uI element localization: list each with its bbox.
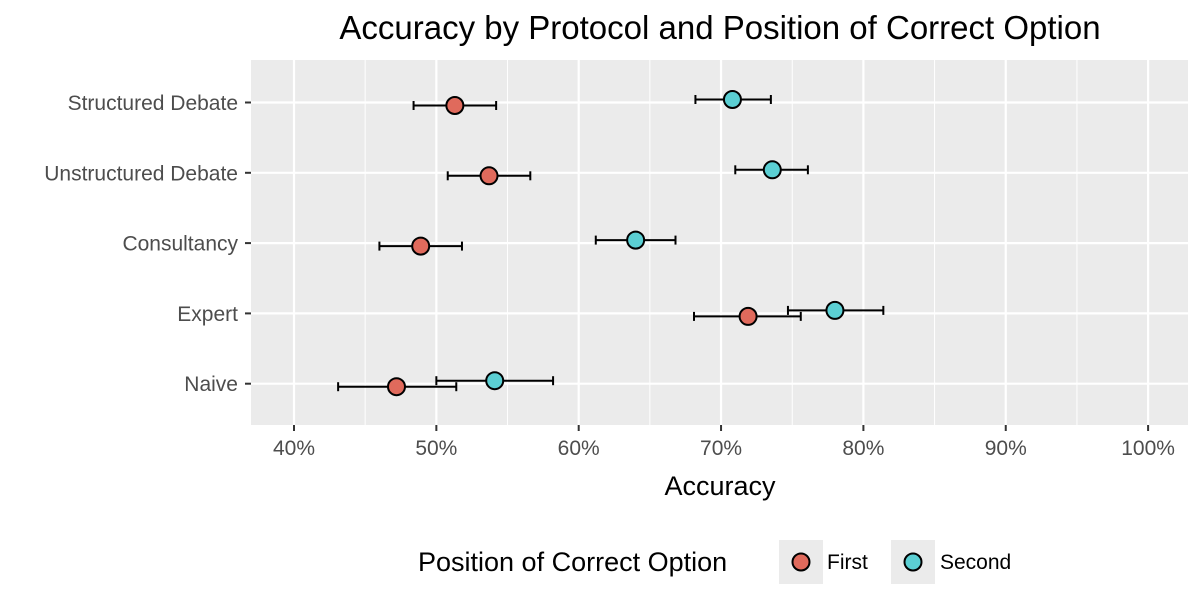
data-point-first xyxy=(479,166,499,186)
x-axis-title: Accuracy xyxy=(664,471,776,501)
data-point-first xyxy=(445,96,465,115)
x-tick-label: 70% xyxy=(700,437,742,460)
y-tick-label: Expert xyxy=(177,303,238,326)
data-point-second xyxy=(626,230,646,250)
data-point-second xyxy=(762,160,782,180)
y-tick-label: Unstructured Debate xyxy=(44,162,238,185)
y-axis: Structured Debate Unstructured Debate Cons… xyxy=(44,92,251,396)
chart-title: Accuracy by Protocol and Position of Cor… xyxy=(339,9,1100,46)
legend-key-first xyxy=(791,552,811,572)
legend-label-first: First xyxy=(827,551,868,574)
data-point-second xyxy=(722,90,742,109)
y-tick-label: Naive xyxy=(184,373,238,396)
y-tick-label: Consultancy xyxy=(122,233,238,256)
x-tick-label: 40% xyxy=(273,437,315,460)
x-tick-label: 50% xyxy=(415,437,457,460)
legend-keys: First Second xyxy=(779,540,1011,584)
major-gridlines xyxy=(251,60,1188,425)
data-point-first xyxy=(386,377,406,397)
legend-label-second: Second xyxy=(940,551,1011,574)
legend: Position of Correct Option First Second xyxy=(418,540,1011,584)
x-tick-label: 90% xyxy=(985,437,1027,460)
legend-title: Position of Correct Option xyxy=(418,547,727,577)
data-point-second xyxy=(485,371,505,391)
x-tick-label: 100% xyxy=(1121,437,1175,460)
data-marks xyxy=(337,90,885,397)
x-tick-label: 60% xyxy=(558,437,600,460)
legend-key-second xyxy=(903,552,923,572)
data-point-second xyxy=(825,300,845,320)
x-tick-label: 80% xyxy=(842,437,884,460)
data-point-first xyxy=(738,306,758,326)
data-point-first xyxy=(411,236,431,256)
y-tick-label: Structured Debate xyxy=(68,92,238,115)
x-axis: 40% 50% 60% 70% 80% 90% 100% xyxy=(273,425,1175,460)
